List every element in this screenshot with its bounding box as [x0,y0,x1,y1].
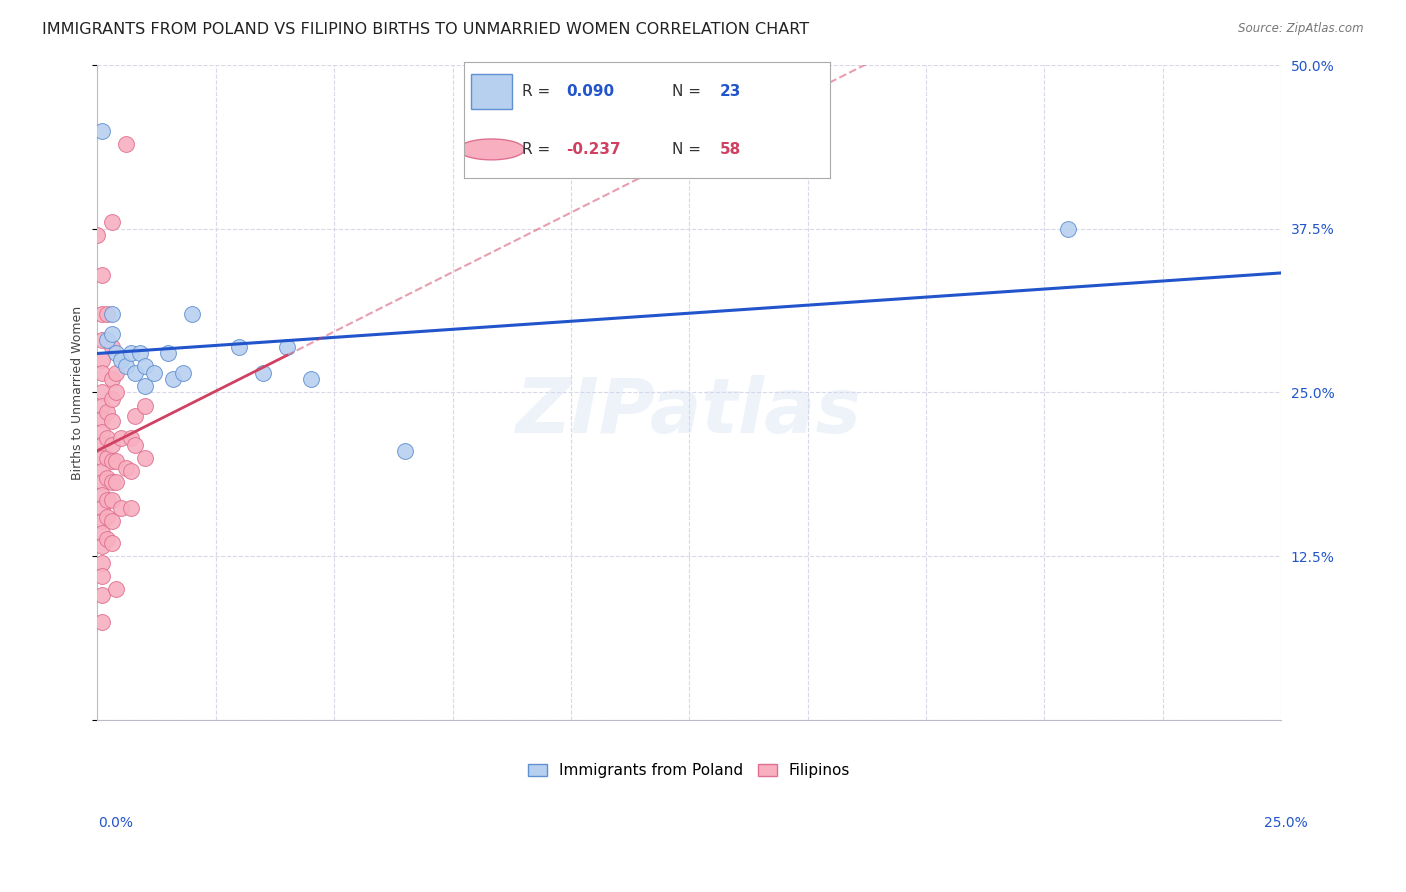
Text: 58: 58 [720,142,741,157]
Text: -0.237: -0.237 [567,142,621,157]
Point [172,366,194,380]
Point [100,514,122,528]
Text: N =: N = [672,142,706,157]
Point [100,438,122,452]
Text: N =: N = [672,84,706,99]
Point [105,475,128,489]
Point [105,385,128,400]
Point [96,431,118,445]
Point [100,492,122,507]
Text: Source: ZipAtlas.com: Source: ZipAtlas.com [1239,22,1364,36]
Y-axis label: Births to Unmarried Women: Births to Unmarried Women [72,305,84,480]
Point [91,525,114,540]
Text: R =: R = [523,142,555,157]
Point [96,509,118,524]
Point [157,346,180,360]
Point [110,431,132,445]
Text: ZIPatlas: ZIPatlas [516,376,862,450]
Point [105,582,128,596]
Point [100,536,122,550]
Point [228,340,250,354]
Point [91,268,114,282]
Point [96,492,118,507]
Point [91,425,114,439]
Text: 23: 23 [720,84,741,99]
Point [91,488,114,502]
Text: 25.0%: 25.0% [1264,816,1308,830]
Point [96,307,118,321]
Point [299,372,322,386]
Point [105,366,128,380]
Point [115,136,138,151]
Point [252,366,274,380]
Point [91,569,114,583]
Text: 0.0%: 0.0% [98,816,134,830]
Point [162,372,184,386]
Point [100,372,122,386]
Point [115,461,138,475]
Point [96,532,118,546]
Point [100,215,122,229]
Text: R =: R = [523,84,555,99]
Legend: Immigrants from Poland, Filipinos: Immigrants from Poland, Filipinos [522,757,856,784]
Point [1057,221,1080,235]
Text: 0.090: 0.090 [567,84,614,99]
Point [143,366,166,380]
Point [110,500,132,515]
Point [134,399,156,413]
Point [120,346,142,360]
Point [134,379,156,393]
Point [91,464,114,478]
Point [91,514,114,528]
Point [120,464,142,478]
Point [91,123,114,137]
Point [110,352,132,367]
Point [91,475,114,489]
Circle shape [458,139,524,160]
Point [91,539,114,553]
Point [91,307,114,321]
Point [100,414,122,428]
Point [91,438,114,452]
Point [91,333,114,347]
Point [115,359,138,374]
Point [91,500,114,515]
Bar [471,74,512,109]
Point [100,453,122,467]
Point [276,340,298,354]
Point [120,500,142,515]
Point [91,385,114,400]
Point [134,450,156,465]
Point [100,326,122,341]
Point [100,392,122,406]
Point [120,431,142,445]
Point [96,333,118,347]
Point [96,470,118,484]
Point [91,615,114,629]
Point [100,340,122,354]
Point [105,453,128,467]
Point [105,346,128,360]
Point [124,438,146,452]
Point [100,475,122,489]
Point [129,346,152,360]
Point [91,352,114,367]
Point [91,589,114,603]
Point [394,444,416,458]
Point [91,556,114,570]
Point [134,359,156,374]
Text: IMMIGRANTS FROM POLAND VS FILIPINO BIRTHS TO UNMARRIED WOMEN CORRELATION CHART: IMMIGRANTS FROM POLAND VS FILIPINO BIRTH… [42,22,810,37]
Point [91,411,114,425]
Point [100,307,122,321]
Point [96,450,118,465]
Point [91,399,114,413]
Point [124,409,146,423]
Point [96,405,118,419]
Point [124,366,146,380]
Point [181,307,204,321]
Point [91,366,114,380]
Point [91,450,114,465]
Point [86,228,108,243]
